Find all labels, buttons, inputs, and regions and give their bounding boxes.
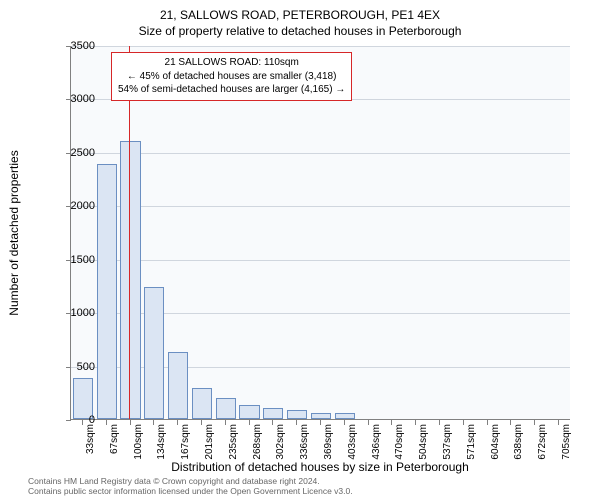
x-tick-label: 638sqm: [513, 424, 524, 464]
x-tick-label: 67sqm: [109, 424, 120, 464]
x-tick-mark: [296, 420, 297, 425]
x-tick-mark: [201, 420, 202, 425]
x-tick-mark: [272, 420, 273, 425]
annotation-box: 21 SALLOWS ROAD: 110sqm ← 45% of detache…: [111, 52, 352, 101]
x-tick-mark: [130, 420, 131, 425]
histogram-bar: [192, 388, 212, 419]
x-tick-mark: [368, 420, 369, 425]
footnote-line1: Contains HM Land Registry data © Crown c…: [28, 476, 353, 486]
x-tick-mark: [225, 420, 226, 425]
y-tick-label: 1500: [45, 254, 95, 266]
footnote-line2: Contains public sector information licen…: [28, 486, 353, 496]
histogram-bar: [239, 405, 259, 419]
x-tick-label: 302sqm: [275, 424, 286, 464]
x-tick-label: 268sqm: [252, 424, 263, 464]
x-tick-mark: [415, 420, 416, 425]
histogram-bar: [144, 287, 164, 419]
gridline: [71, 46, 570, 47]
annotation-line3: 54% of semi-detached houses are larger (…: [118, 83, 345, 97]
annotation-line2: ← 45% of detached houses are smaller (3,…: [118, 70, 345, 84]
x-tick-mark: [487, 420, 488, 425]
x-tick-label: 201sqm: [204, 424, 215, 464]
y-tick-label: 2500: [45, 147, 95, 159]
x-tick-mark: [82, 420, 83, 425]
gridline: [71, 206, 570, 207]
x-tick-label: 134sqm: [156, 424, 167, 464]
x-tick-label: 470sqm: [394, 424, 405, 464]
histogram-bar: [97, 164, 117, 419]
x-tick-mark: [344, 420, 345, 425]
x-tick-mark: [320, 420, 321, 425]
x-tick-label: 100sqm: [133, 424, 144, 464]
footnote: Contains HM Land Registry data © Crown c…: [28, 476, 353, 496]
histogram-bar: [168, 352, 188, 419]
x-tick-label: 604sqm: [490, 424, 501, 464]
x-tick-label: 436sqm: [371, 424, 382, 464]
chart-subtitle: Size of property relative to detached ho…: [0, 24, 600, 38]
x-tick-label: 672sqm: [537, 424, 548, 464]
x-tick-mark: [153, 420, 154, 425]
histogram-bar: [73, 378, 93, 419]
x-tick-label: 571sqm: [466, 424, 477, 464]
y-tick-label: 3000: [45, 93, 95, 105]
x-axis-label: Distribution of detached houses by size …: [70, 460, 570, 474]
x-tick-mark: [391, 420, 392, 425]
histogram-bar: [287, 410, 307, 419]
x-tick-label: 369sqm: [323, 424, 334, 464]
histogram-bar: [216, 398, 236, 419]
y-tick-label: 500: [45, 361, 95, 373]
x-tick-label: 504sqm: [418, 424, 429, 464]
annotation-line1: 21 SALLOWS ROAD: 110sqm: [118, 56, 345, 70]
x-tick-label: 167sqm: [180, 424, 191, 464]
histogram-bar: [311, 413, 331, 419]
y-tick-label: 3500: [45, 40, 95, 52]
x-tick-label: 537sqm: [442, 424, 453, 464]
histogram-bar: [263, 408, 283, 419]
x-tick-mark: [439, 420, 440, 425]
x-tick-label: 403sqm: [347, 424, 358, 464]
x-tick-label: 336sqm: [299, 424, 310, 464]
x-tick-label: 705sqm: [561, 424, 572, 464]
x-tick-mark: [177, 420, 178, 425]
x-tick-mark: [106, 420, 107, 425]
y-tick-label: 2000: [45, 200, 95, 212]
x-tick-mark: [463, 420, 464, 425]
histogram-bar: [335, 413, 355, 419]
gridline: [71, 260, 570, 261]
plot-area: 21 SALLOWS ROAD: 110sqm ← 45% of detache…: [70, 46, 570, 420]
y-axis-label: Number of detached properties: [7, 150, 21, 315]
y-tick-label: 1000: [45, 307, 95, 319]
gridline: [71, 153, 570, 154]
x-tick-mark: [249, 420, 250, 425]
chart-title-address: 21, SALLOWS ROAD, PETERBOROUGH, PE1 4EX: [0, 8, 600, 22]
x-tick-label: 235sqm: [228, 424, 239, 464]
x-tick-label: 33sqm: [85, 424, 96, 464]
x-tick-mark: [510, 420, 511, 425]
histogram-chart: 21, SALLOWS ROAD, PETERBOROUGH, PE1 4EX …: [0, 0, 600, 500]
histogram-bar: [120, 141, 140, 419]
x-tick-mark: [534, 420, 535, 425]
property-marker-line: [129, 46, 130, 419]
x-tick-mark: [558, 420, 559, 425]
